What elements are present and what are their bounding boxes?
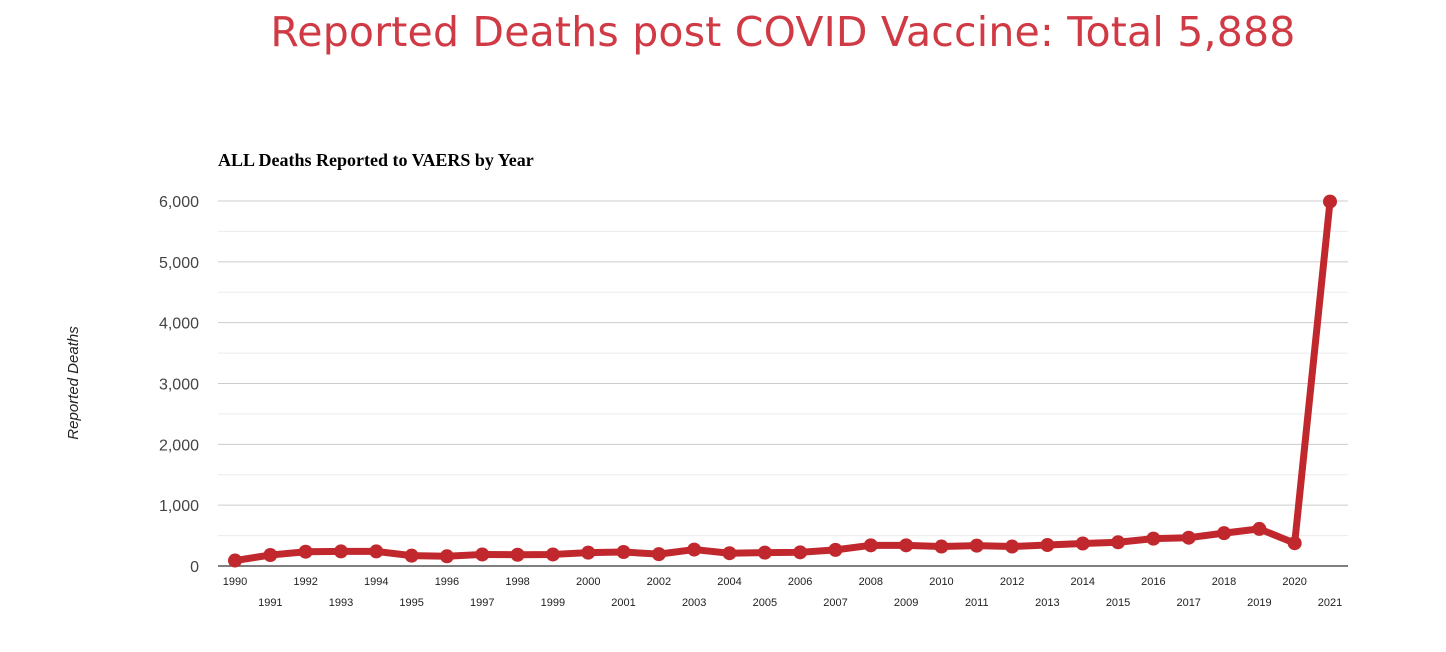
x-tick-label: 2002 (647, 576, 671, 588)
chart-title: ALL Deaths Reported to VAERS by Year (218, 150, 534, 170)
gridlines (218, 200, 1348, 537)
x-tick-label: 2008 (859, 576, 883, 588)
data-point (1040, 538, 1055, 553)
data-series (228, 194, 1337, 568)
x-tick-label: 1993 (329, 597, 353, 609)
x-tick-label: 1999 (541, 597, 565, 609)
y-tick-label: 1,000 (159, 498, 199, 515)
data-point (263, 548, 278, 563)
x-tick-label: 2005 (753, 597, 777, 609)
data-point (1111, 535, 1126, 550)
x-tick-label: 2010 (929, 576, 953, 588)
page-headline: Reported Deaths post COVID Vaccine: Tota… (270, 8, 1296, 56)
data-point (1181, 530, 1196, 545)
data-point (1217, 526, 1232, 541)
x-tick-label: 2004 (717, 576, 741, 588)
data-point (828, 542, 843, 557)
x-tick-label: 2018 (1212, 576, 1236, 588)
data-point (969, 538, 984, 553)
data-point (1005, 539, 1020, 554)
data-point (722, 546, 737, 561)
data-point (228, 553, 242, 568)
x-tick-label: 2014 (1070, 576, 1094, 588)
data-point (899, 538, 914, 553)
x-tick-label: 2003 (682, 597, 706, 609)
x-tick-label: 2015 (1106, 597, 1130, 609)
data-point (687, 542, 702, 557)
data-point (793, 545, 808, 560)
data-point (1075, 536, 1090, 551)
data-point (651, 547, 666, 562)
x-tick-label: 2012 (1000, 576, 1024, 588)
x-tick-label: 2019 (1247, 597, 1271, 609)
data-point (757, 545, 772, 560)
x-tick-label: 2011 (965, 597, 989, 609)
data-point (545, 547, 560, 562)
x-tick-label: 2001 (611, 597, 635, 609)
x-tick-label: 1994 (364, 576, 388, 588)
x-tick-label: 2007 (823, 597, 847, 609)
data-point (475, 547, 490, 562)
x-tick-label: 1992 (293, 576, 317, 588)
x-tick-label: 1997 (470, 597, 494, 609)
x-tick-label: 1996 (435, 576, 459, 588)
x-tick-label: 1991 (258, 597, 282, 609)
x-tick-label: 2013 (1035, 597, 1059, 609)
x-tick-label: 1990 (223, 576, 247, 588)
data-point (934, 539, 949, 554)
x-tick-labels: 1990 1991 1992 1993 1994 1995 1996 1997 1998 1999… (223, 576, 1342, 609)
y-tick-label: 4,000 (159, 316, 199, 333)
y-tick-labels: 0 1,000 2,000 3,000 4,000 5,000 6,000 (159, 194, 199, 576)
data-point (439, 549, 454, 564)
data-point (581, 545, 596, 560)
series-line (231, 198, 1334, 565)
y-tick-label: 0 (190, 559, 199, 576)
x-tick-label: 2021 (1318, 597, 1342, 609)
data-point (510, 547, 525, 562)
x-tick-label: 2016 (1141, 576, 1165, 588)
x-tick-label: 2009 (894, 597, 918, 609)
x-tick-label: 1998 (505, 576, 529, 588)
data-point (404, 548, 419, 563)
data-point (863, 538, 878, 553)
data-point (616, 545, 631, 560)
y-tick-label: 3,000 (159, 377, 199, 394)
data-point (1146, 531, 1161, 546)
y-axis-label: Reported Deaths (65, 326, 82, 440)
data-point (369, 544, 384, 559)
x-tick-label: 2000 (576, 576, 600, 588)
x-tick-label: 2020 (1282, 576, 1306, 588)
y-tick-label: 2,000 (159, 437, 199, 454)
data-point (1287, 536, 1302, 551)
data-point (298, 544, 313, 559)
data-point (333, 544, 348, 559)
data-point (1323, 194, 1337, 209)
y-tick-label: 5,000 (159, 255, 199, 272)
x-tick-label: 2017 (1176, 597, 1200, 609)
x-tick-label: 2006 (788, 576, 812, 588)
y-tick-label: 6,000 (159, 194, 199, 211)
data-point (1252, 521, 1267, 536)
x-tick-label: 1995 (399, 597, 423, 609)
